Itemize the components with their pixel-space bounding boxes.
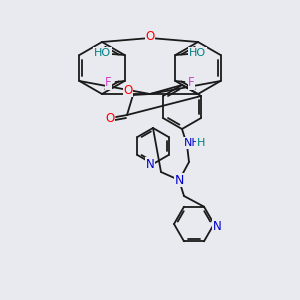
Text: N: N bbox=[213, 220, 221, 232]
Text: HO: HO bbox=[189, 48, 206, 58]
Text: F: F bbox=[188, 76, 195, 89]
Text: N: N bbox=[146, 158, 154, 170]
Text: O: O bbox=[105, 112, 115, 124]
Text: NH: NH bbox=[184, 138, 200, 148]
Text: O: O bbox=[146, 29, 154, 43]
Text: H: H bbox=[197, 138, 205, 148]
Text: O: O bbox=[123, 83, 133, 97]
Text: N: N bbox=[174, 173, 184, 187]
Text: F: F bbox=[105, 76, 112, 89]
Text: HO: HO bbox=[94, 48, 111, 58]
